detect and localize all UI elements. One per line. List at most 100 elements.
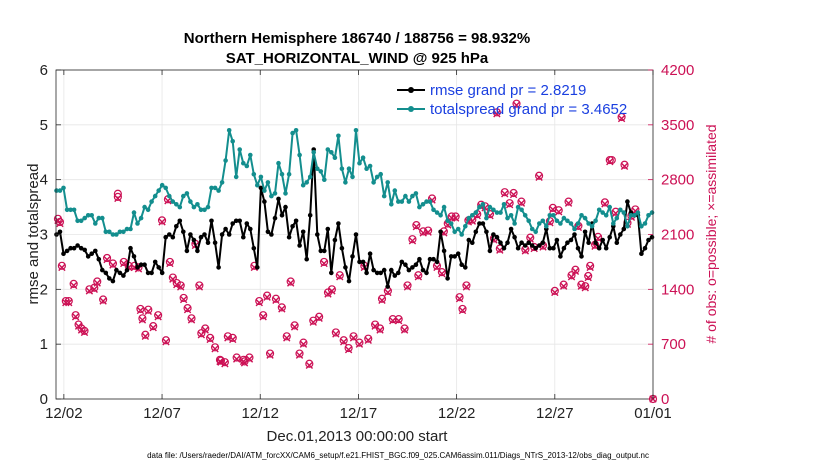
series-point-rmse-84 (350, 254, 355, 259)
series-point-spread-124 (491, 207, 496, 213)
obs-assimilated-cross (144, 307, 152, 315)
series-point-rmse-105 (424, 270, 429, 276)
y-tick-label-6: 6 (40, 62, 48, 79)
series-point-rmse-6 (75, 243, 80, 248)
obs-possible-point-140 (617, 112, 626, 122)
y-tick-label-0: 0 (40, 391, 48, 408)
obs-assimilated-cross (109, 261, 117, 269)
series-point-rmse-116 (463, 265, 468, 270)
obs-possible-point-144 (631, 205, 640, 214)
obs-assimilated-cross (521, 247, 530, 255)
y2-axis-ticks: 0 700 1400 2100 2800 3500 4200 (648, 62, 694, 408)
obs-possible-point-89 (414, 271, 423, 280)
obs-possible-point-100 (458, 304, 467, 314)
series-point-spread-89 (367, 163, 373, 169)
y2-tick-label-6: 4200 (661, 62, 694, 79)
obs-assimilated-cross (138, 316, 147, 324)
series-point-spread-125 (494, 210, 500, 215)
series-point-spread-158 (611, 221, 616, 226)
series-point-rmse-72 (307, 213, 313, 218)
series-point-rmse-27 (149, 270, 154, 276)
obs-possible-point-123 (550, 286, 559, 295)
obs-possible-point-15 (108, 259, 118, 268)
obs-assimilated-point-54 (259, 313, 267, 321)
series-point-spread-160 (618, 207, 623, 213)
series-point-rmse-25 (142, 262, 147, 268)
obs-assimilated-point-50 (240, 359, 249, 367)
series-point-spread-11 (93, 221, 98, 226)
series-point-spread-76 (322, 177, 327, 182)
series-point-rmse-133 (522, 243, 528, 248)
obs-possible-point-54 (255, 296, 264, 306)
series-point-spread-6 (75, 218, 80, 224)
x-axis-ticks: 12/02 12/07 12/12 12/17 12/22 12/27 01/01 (45, 70, 672, 422)
series-point-spread-71 (304, 180, 310, 185)
series-point-rmse-143 (558, 254, 563, 259)
obs-assimilated-point-36 (187, 316, 196, 324)
series-point-rmse-108 (434, 259, 440, 265)
series-point-rmse-153 (593, 240, 598, 245)
obs-assimilated-cross (451, 214, 460, 222)
series-point-rmse-144 (561, 245, 567, 251)
series-point-rmse-64 (279, 213, 285, 218)
series-point-spread-120 (477, 204, 482, 210)
series-point-rmse-137 (537, 243, 542, 248)
obs-assimilated-cross (571, 267, 580, 276)
series-point-spread-154 (596, 207, 602, 213)
series-point-spread-126 (498, 210, 503, 215)
obs-assimilated-point-40 (201, 326, 209, 334)
obs-assimilated-cross (58, 263, 66, 272)
series-point-spread-39 (191, 204, 197, 210)
series-point-spread-81 (339, 166, 345, 171)
y-axis-label: rmse and totalspread (25, 164, 42, 305)
obs-assimilated-point-112 (509, 190, 518, 199)
obs-possible-point-109 (492, 108, 501, 117)
obs-assimilated-point-16 (114, 194, 122, 203)
obs-possible-point-125 (559, 280, 568, 289)
obs-possible-point-62 (290, 321, 299, 330)
series-point-rmse-94 (385, 284, 391, 289)
series-point-rmse-141 (551, 245, 556, 251)
obs-assimilated-cross (149, 324, 157, 332)
obs-possible-point-65 (305, 359, 314, 368)
series-point-spread-42 (202, 207, 207, 213)
y-tick-label-5: 5 (40, 117, 48, 134)
obs-assimilated-cross (551, 288, 559, 297)
series-point-rmse-52 (237, 218, 242, 224)
obs-assimilated-cross (584, 273, 592, 282)
series-point-rmse-70 (300, 229, 306, 235)
series-point-spread-103 (417, 204, 422, 210)
series-point-spread-57 (254, 182, 260, 188)
obs-possible-point-47 (223, 332, 232, 341)
obs-possible-point-40 (197, 329, 206, 338)
obs-assimilated-point-23 (141, 332, 150, 341)
series-point-rmse-18 (117, 270, 123, 276)
obs-assimilated-cross (559, 282, 568, 290)
series-point-rmse-71 (304, 256, 310, 262)
series-point-spread-113 (452, 229, 458, 235)
series-point-spread-87 (360, 155, 366, 160)
series-point-spread-111 (445, 218, 450, 224)
series-point-spread-138 (540, 218, 546, 224)
x-tick-label-4: 12/22 (438, 405, 476, 422)
series-point-spread-110 (441, 204, 447, 210)
footer-datafile: data file: /Users/raeder/DAI/ATM_forcXX/… (147, 451, 649, 460)
obs-assimilated-point-73 (344, 345, 353, 354)
series-point-rmse-154 (596, 245, 602, 251)
series-point-spread-139 (544, 224, 549, 229)
series-point-spread-40 (195, 202, 200, 207)
series-point-rmse-95 (389, 267, 394, 273)
series-point-rmse-30 (159, 270, 165, 276)
series-point-spread-58 (258, 174, 264, 180)
series-point-rmse-127 (501, 245, 507, 251)
obs-possible-point-111 (500, 188, 509, 197)
legend: rmse grand pr = 2.8219 totalspread grand… (397, 82, 627, 118)
obs-assimilated-point-10 (85, 287, 94, 295)
obs-assimilated-cross (183, 306, 192, 314)
obs-assimilated-point-80 (378, 296, 386, 304)
series-point-rmse-150 (582, 229, 588, 235)
series-point-rmse-107 (431, 256, 436, 262)
series-point-spread-119 (473, 210, 479, 215)
series-point-spread-104 (420, 202, 426, 207)
series-point-rmse-28 (152, 259, 158, 265)
